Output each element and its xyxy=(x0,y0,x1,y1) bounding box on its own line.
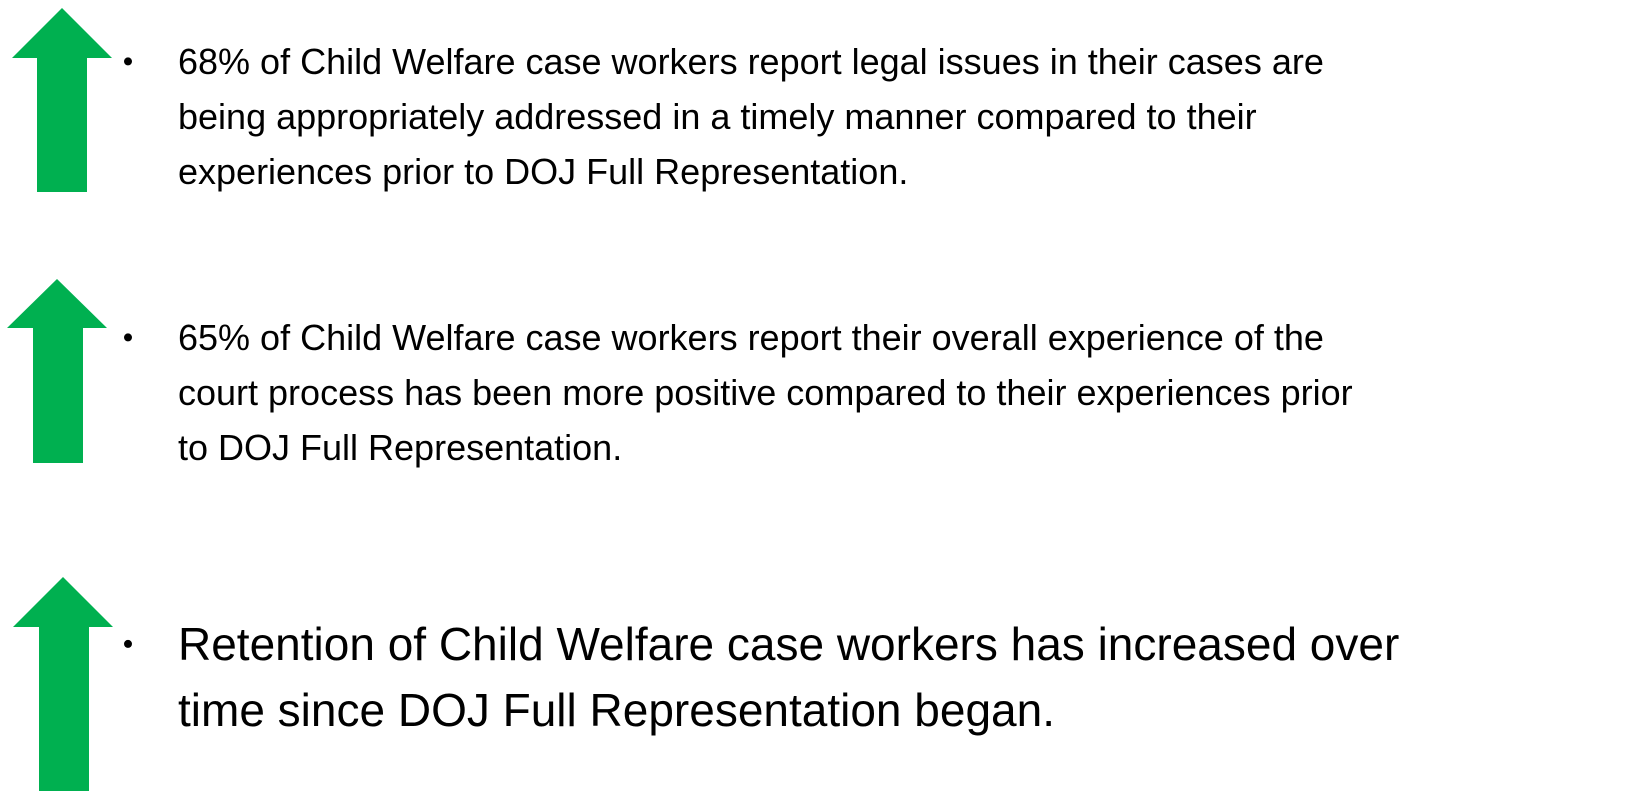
bullet-text-line: time since DOJ Full Representation began… xyxy=(178,684,1055,736)
bullet-text-line: Retention of Child Welfare case workers … xyxy=(178,618,1399,670)
bullet xyxy=(124,333,132,342)
up-arrow xyxy=(13,577,113,791)
bullet-text-line: being appropriately addressed in a timel… xyxy=(178,96,1257,137)
up-arrow xyxy=(7,279,107,463)
bullet xyxy=(124,57,132,66)
bullet-list: 68% of Child Welfare case workers report… xyxy=(124,41,1399,736)
bullet xyxy=(124,639,132,648)
bullet-text-line: to DOJ Full Representation. xyxy=(178,427,622,468)
bullet-text-line: 68% of Child Welfare case workers report… xyxy=(178,41,1324,82)
bullet-text-line: experiences prior to DOJ Full Representa… xyxy=(178,151,908,192)
up-arrow xyxy=(12,8,112,192)
bullet-text-line: court process has been more positive com… xyxy=(178,372,1353,413)
bullet-text-line: 65% of Child Welfare case workers report… xyxy=(178,317,1324,358)
